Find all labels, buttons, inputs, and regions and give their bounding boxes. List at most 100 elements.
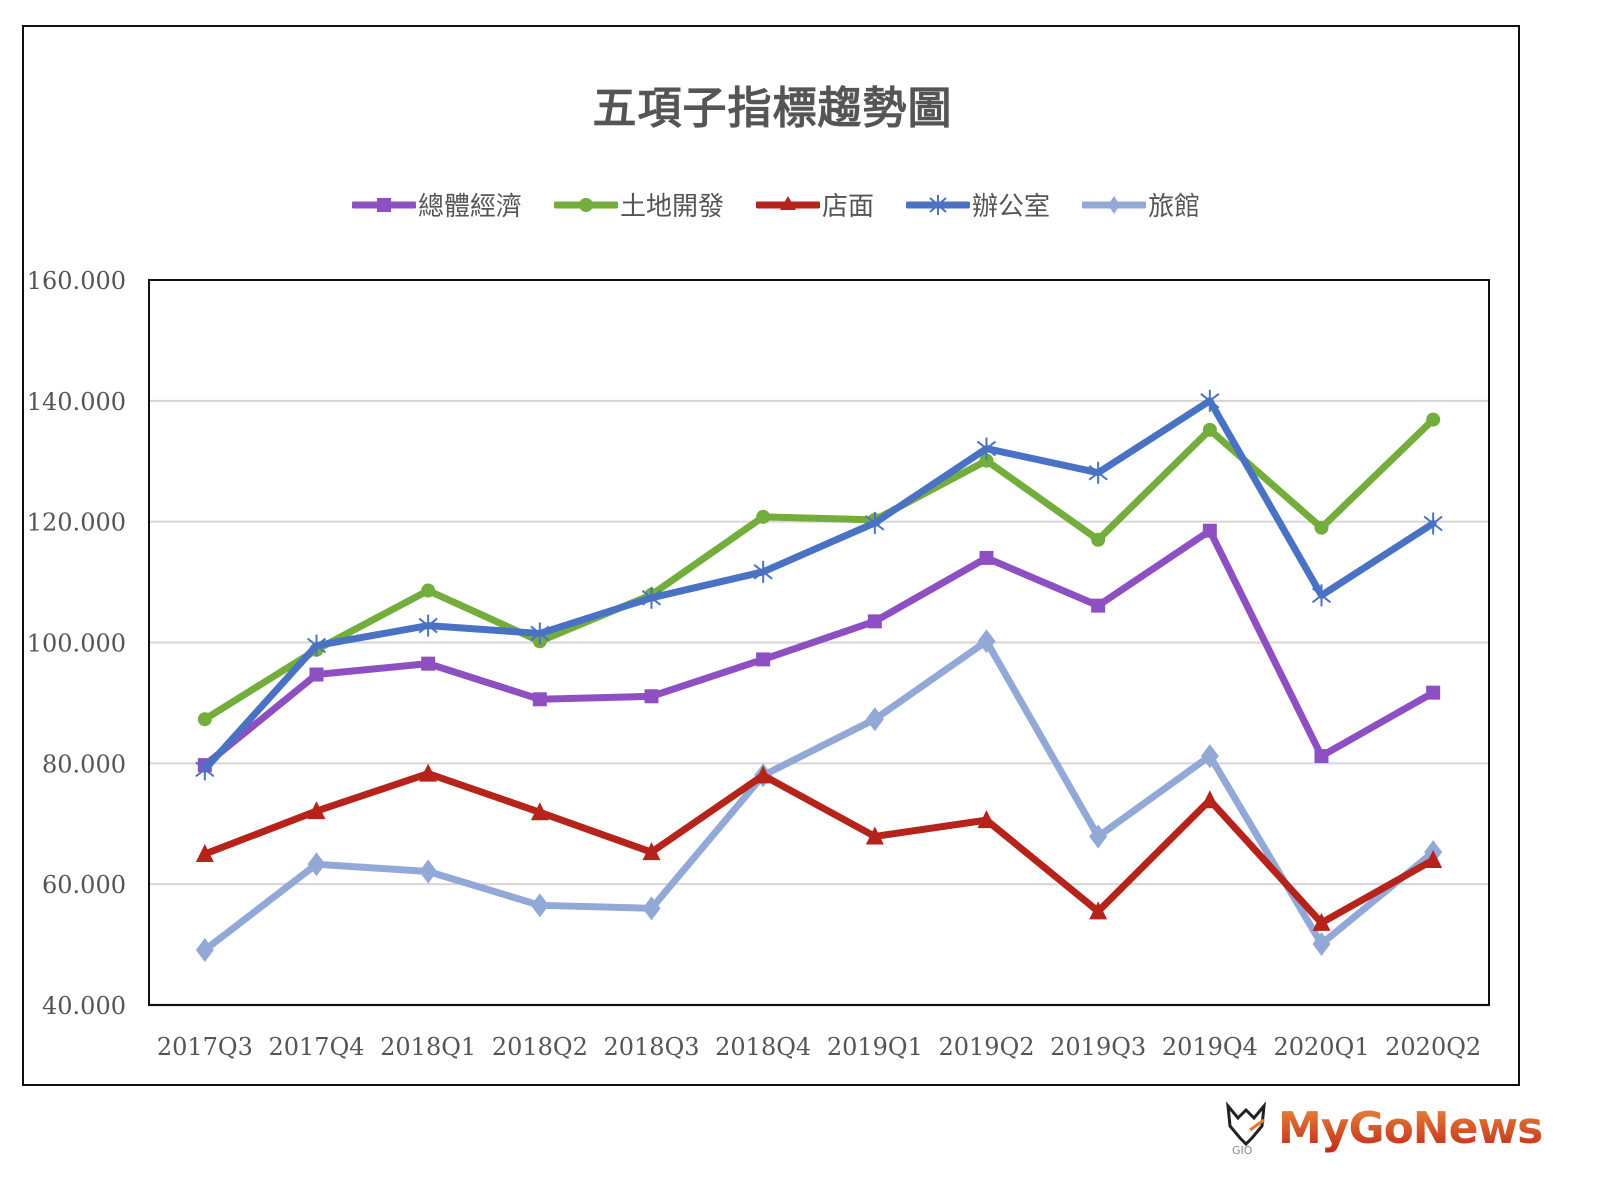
y-axis-ticks: 160.000 140.000 120.000 100.000 80.000 60.000… [27, 267, 126, 1020]
square-marker-icon [979, 550, 994, 565]
legend-item-macro-economy: 總體經濟 [352, 186, 522, 223]
diamond-marker-icon [419, 859, 438, 884]
diamond-marker-icon [1200, 744, 1219, 769]
triangle-marker-icon [977, 810, 996, 829]
square-marker-icon [756, 652, 771, 667]
diamond-marker-icon [307, 852, 326, 877]
triangle-marker-icon [1089, 901, 1108, 920]
diamond-marker-icon [977, 629, 996, 654]
x-tick-label: 2019Q1 [827, 1033, 923, 1061]
x-tick-label: 2019Q3 [1050, 1033, 1146, 1061]
triangle-marker-icon [865, 826, 884, 845]
watermark-text: MyGoNews [1278, 1102, 1543, 1154]
circle-marker-icon [421, 583, 436, 598]
triangle-marker-icon [1424, 850, 1443, 868]
x-tick-label: 2019Q4 [1162, 1033, 1258, 1061]
x-tick-label: 2019Q2 [938, 1033, 1034, 1061]
circle-marker-icon [1314, 520, 1329, 535]
circle-marker-icon [979, 453, 994, 468]
asterisk-marker-icon [865, 511, 885, 534]
y-tick-label: 140.000 [27, 388, 126, 416]
square-marker-icon [1314, 749, 1329, 764]
y-tick-label: 80.000 [42, 750, 126, 778]
diamond-marker-icon [1312, 931, 1331, 956]
asterisk-marker-icon [530, 622, 550, 645]
asterisk-marker-icon [976, 437, 997, 460]
triangle-marker-icon [530, 802, 549, 821]
triangle-marker-icon [754, 765, 773, 784]
y-tick-label: 120.000 [27, 509, 126, 537]
y-tick-label: 60.000 [42, 871, 126, 899]
legend-label: 總體經濟 [418, 192, 523, 222]
diamond-marker-icon [530, 893, 549, 918]
legend-item-hotel: 旅館 [1082, 186, 1200, 223]
square-marker-icon [644, 689, 659, 704]
triangle-marker-icon [195, 843, 214, 862]
diamond-marker-icon [195, 938, 214, 963]
watermark-logo: GIO MyGoNews [1222, 1100, 1543, 1156]
x-tick-label: 2017Q3 [157, 1033, 253, 1061]
svg-text:GIO: GIO [1232, 1144, 1253, 1156]
square-marker-icon [352, 197, 416, 212]
asterisk-marker-icon [418, 614, 438, 637]
circle-marker-icon [1202, 422, 1217, 437]
triangle-marker-icon [756, 195, 821, 210]
legend-item-office: 辦公室 [906, 186, 1050, 223]
legend-label: 旅館 [1148, 192, 1201, 222]
series-line [195, 763, 1443, 931]
asterisk-marker-icon [906, 194, 971, 215]
diamond-marker-icon [865, 707, 884, 732]
square-marker-icon [1202, 523, 1217, 538]
series-line [197, 523, 1441, 773]
x-tick-label: 2017Q4 [268, 1033, 364, 1061]
x-tick-label: 2018Q1 [380, 1033, 476, 1061]
x-tick-label: 2020Q2 [1385, 1033, 1481, 1061]
circle-marker-icon [197, 712, 212, 727]
plot-border [148, 279, 1490, 1006]
circle-marker-icon [756, 509, 771, 524]
series-lines [195, 389, 1443, 963]
asterisk-marker-icon [1200, 389, 1220, 412]
x-tick-label: 2020Q1 [1273, 1033, 1369, 1061]
gridlines [149, 399, 1489, 1007]
asterisk-marker-icon [753, 560, 773, 583]
triangle-marker-icon [642, 842, 661, 861]
triangle-marker-icon [419, 763, 438, 782]
fox-logo-icon: GIO [1226, 1101, 1266, 1156]
x-tick-label: 2018Q2 [492, 1033, 588, 1061]
circle-marker-icon [1426, 412, 1441, 427]
chart-legend: 總體經濟 土地開發 店面 辦公室 旅館 [352, 186, 1200, 223]
diamond-marker-icon [1082, 195, 1147, 214]
square-marker-icon [421, 656, 436, 671]
square-marker-icon [1426, 685, 1441, 700]
asterisk-marker-icon [1311, 584, 1332, 607]
circle-marker-icon [1091, 532, 1106, 547]
y-tick-label: 40.000 [42, 992, 126, 1020]
y-tick-label: 160.000 [27, 267, 126, 295]
chart-title: 五項子指標趨勢圖 [592, 83, 953, 134]
x-axis-ticks: 2017Q3 2017Q4 2018Q1 2018Q2 2018Q3 2018Q4 2019… [157, 1033, 1481, 1061]
x-tick-label: 2018Q4 [715, 1033, 811, 1061]
diamond-marker-icon [1089, 824, 1108, 849]
asterisk-marker-icon [195, 758, 215, 781]
asterisk-marker-icon [1423, 512, 1443, 535]
series-line [195, 629, 1443, 963]
legend-label: 辦公室 [972, 192, 1051, 222]
triangle-marker-icon [307, 801, 326, 820]
asterisk-marker-icon [1088, 461, 1108, 484]
legend-item-storefront: 店面 [756, 186, 874, 223]
series-line [197, 412, 1441, 727]
square-marker-icon [1091, 598, 1106, 613]
diamond-marker-icon [642, 896, 661, 921]
y-tick-label: 100.000 [27, 630, 126, 658]
square-marker-icon [309, 667, 324, 682]
legend-label: 土地開發 [620, 192, 725, 222]
asterisk-marker-icon [641, 586, 662, 609]
triangle-marker-icon [1200, 790, 1219, 809]
circle-marker-icon [554, 197, 619, 212]
legend-label: 店面 [822, 192, 875, 222]
legend-item-land-development: 土地開發 [554, 186, 724, 223]
square-marker-icon [532, 692, 547, 707]
x-tick-label: 2018Q3 [603, 1033, 699, 1061]
